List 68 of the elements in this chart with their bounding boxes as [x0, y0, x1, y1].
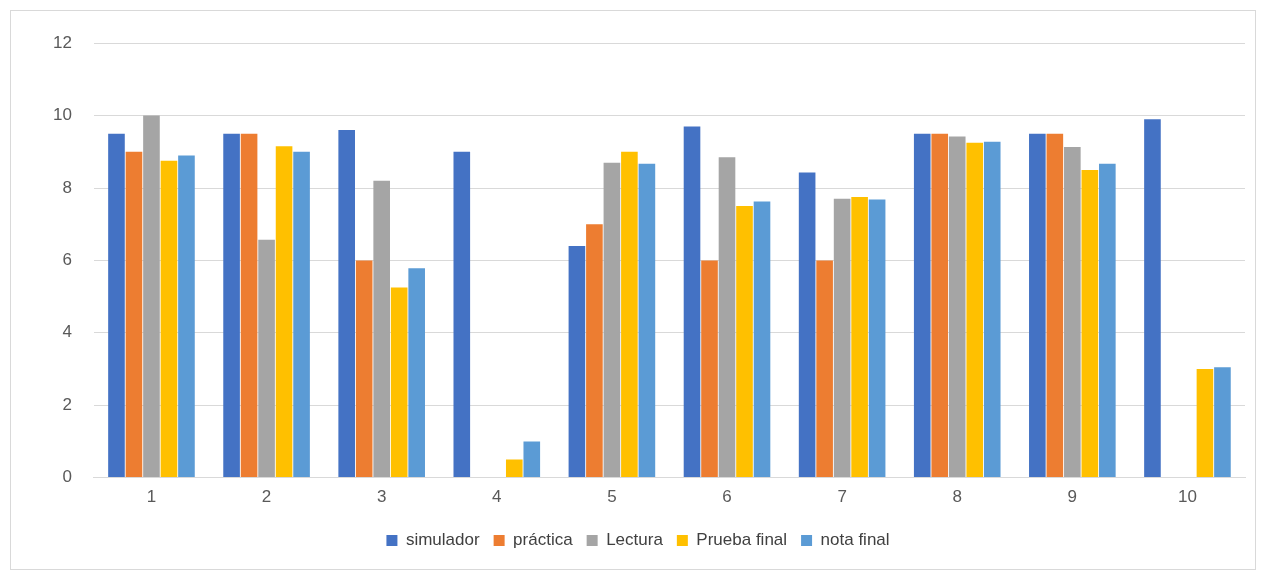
bar: [603, 162, 621, 478]
bar: [638, 163, 656, 478]
bar: [390, 287, 408, 478]
x-tick-label: 5: [607, 487, 617, 507]
bar: [143, 115, 160, 478]
x-tick-label: 6: [722, 487, 732, 507]
legend-label: simulador: [405, 530, 480, 550]
x-tick-label: 10: [1177, 487, 1197, 507]
bar: [621, 151, 638, 478]
bar: [1099, 163, 1116, 478]
x-tick-label: 1: [146, 487, 157, 507]
bar: [338, 130, 355, 478]
bar: [293, 151, 310, 478]
legend-label: nota final: [820, 530, 890, 550]
x-tick-label: 4: [492, 487, 502, 507]
bar: [1029, 133, 1046, 478]
bar: [523, 441, 541, 478]
y-tick-label: 2: [62, 394, 72, 414]
bar: [1214, 367, 1231, 478]
bar: [240, 133, 258, 478]
bar: [586, 224, 603, 478]
bar: [1064, 147, 1081, 478]
x-tick-label: 9: [1067, 487, 1078, 507]
bar: [355, 260, 373, 478]
bar: [913, 133, 931, 478]
bar: [948, 136, 966, 478]
bar: [178, 155, 195, 478]
bar: [868, 199, 886, 478]
bar: [701, 260, 718, 478]
bar: [718, 157, 736, 478]
bar: [160, 160, 178, 478]
x-tick-label: 8: [952, 487, 962, 507]
bar: [753, 201, 771, 478]
bar: [1196, 369, 1214, 478]
bar: [258, 239, 275, 478]
bar: [966, 142, 984, 478]
bar: [931, 133, 949, 478]
legend-label: Lectura: [606, 530, 664, 550]
x-tick-label: 7: [837, 487, 847, 507]
bar: [108, 133, 125, 478]
bar: [373, 180, 390, 478]
bar: [1046, 133, 1064, 478]
bar: [983, 141, 1001, 478]
bar: [683, 126, 701, 478]
bar: [275, 146, 293, 478]
legend-label: Prueba final: [696, 530, 788, 550]
y-tick-label: 4: [62, 322, 72, 342]
bar: [736, 206, 753, 478]
x-tick-label: 2: [261, 487, 272, 507]
bar: [851, 197, 868, 478]
bar: [125, 151, 143, 478]
x-tick-label: 3: [376, 487, 387, 507]
bar: [1144, 119, 1161, 478]
y-tick-label: 12: [52, 32, 72, 52]
legend-label: práctica: [513, 530, 574, 550]
bar: [816, 260, 833, 478]
y-tick-label: 10: [52, 105, 72, 125]
y-tick-label: 8: [62, 177, 72, 197]
bar: [1081, 169, 1099, 478]
bar: [798, 172, 816, 478]
bar: [505, 459, 523, 478]
bar: [223, 133, 240, 478]
bar: [568, 245, 586, 478]
bar: [408, 268, 425, 478]
y-tick-label: 0: [62, 467, 72, 487]
y-tick-label: 6: [62, 250, 72, 270]
bar: [453, 151, 471, 478]
bar: [833, 198, 851, 478]
